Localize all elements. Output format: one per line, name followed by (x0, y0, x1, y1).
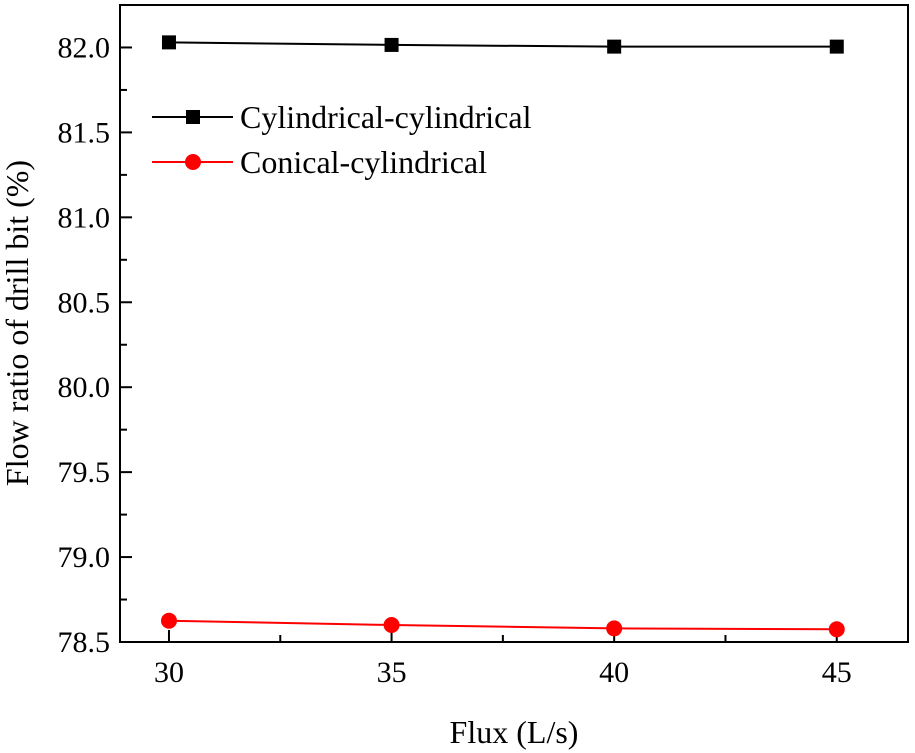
y-tick-label: 80.0 (58, 371, 111, 404)
data-point (384, 37, 399, 52)
y-tick-label: 78.5 (58, 626, 111, 659)
series-layer (160, 35, 845, 638)
legend-marker (186, 110, 200, 124)
data-point (383, 617, 400, 634)
legend-marker (185, 154, 201, 170)
x-tick-label: 35 (377, 656, 407, 689)
y-tick-label: 79.5 (58, 456, 111, 489)
axis-ticks: 30 35 40 45 78.5 79.0 79.5 80.0 80.5 81.0 81.5 82.0 (58, 4, 852, 689)
x-tick-label: 40 (599, 656, 629, 689)
data-point (829, 39, 844, 54)
y-tick-label: 80.5 (58, 286, 111, 319)
y-axis-title: Flow ratio of drill bit (%) (0, 160, 35, 486)
series-line-2 (168, 619, 837, 631)
legend-label: Conical-cylindrical (240, 144, 487, 180)
legend-label: Cylindrical-cylindrical (240, 99, 532, 135)
plot-frame (119, 4, 909, 643)
x-axis-title: Flux (L/s) (450, 714, 579, 750)
legend: Cylindrical-cylindrical Conical-cylindric… (152, 99, 532, 180)
x-tick-label: 30 (154, 656, 184, 689)
y-tick-label: 81.5 (58, 116, 111, 149)
series-line-1 (168, 41, 837, 48)
y-tick-label: 82.0 (58, 31, 111, 64)
data-point (160, 612, 177, 629)
data-point (607, 39, 622, 54)
y-tick-label: 79.0 (58, 541, 111, 574)
data-point (828, 621, 845, 638)
data-point (606, 620, 623, 637)
data-point (161, 35, 176, 50)
y-tick-label: 81.0 (58, 201, 111, 234)
x-tick-label: 45 (822, 656, 852, 689)
